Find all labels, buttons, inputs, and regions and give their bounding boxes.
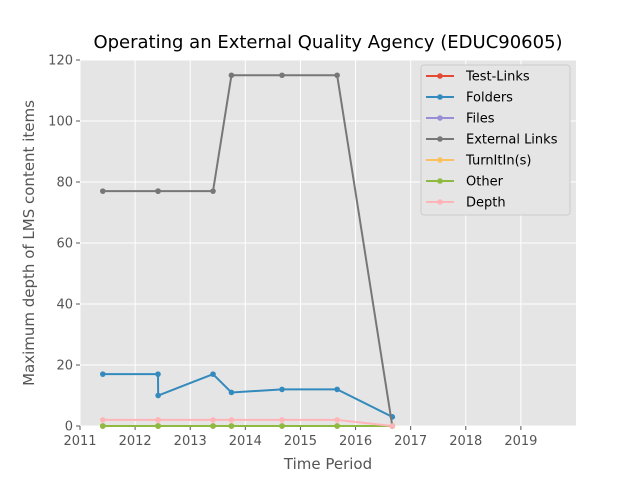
data-point [228,417,235,423]
data-point [279,417,285,423]
legend-swatch-marker [437,136,443,142]
legend-swatch-marker [437,157,443,163]
x-tick-label: 2017 [394,434,427,449]
legend-item: External Links [426,133,558,148]
data-point [334,423,340,429]
y-tick-label: 100 [48,115,73,130]
data-point [155,371,161,377]
series-depth [99,417,396,429]
data-point [155,392,161,399]
legend-swatch-marker [437,199,443,205]
data-point [99,371,106,377]
legend-item: Other [426,175,504,190]
data-point [210,423,216,429]
x-tick-label: 2014 [229,434,262,449]
legend-item: Files [426,112,495,127]
y-axis-label: Maximum depth of LMS content items [20,100,38,386]
legend-label: TurnItIn(s) [465,154,531,169]
legend-box [420,64,571,216]
legend-swatch-marker [437,178,443,184]
data-point [334,72,340,79]
legend-label: Folders [466,91,513,106]
x-axis-ticks: 2011 2012 2013 2014 2015 2016 2017 2018 2019 [63,426,537,449]
y-axis-ticks: 0 20 40 60 80 100 120 [48,54,80,435]
x-tick-label: 2013 [174,434,207,449]
data-point [210,371,216,377]
x-tick-label: 2012 [119,434,152,449]
legend-swatch-marker [437,94,443,100]
x-tick-label: 2019 [504,434,537,449]
y-tick-label: 60 [56,237,73,252]
x-tick-label: 2016 [339,434,372,449]
x-axis-label: Time Period [283,455,372,473]
series-lines [99,72,396,429]
y-tick-label: 120 [48,54,73,69]
data-point [279,386,285,393]
series-line [102,372,393,418]
y-tick-label: 20 [56,359,73,374]
legend-item: TurnItIn(s) [426,154,531,169]
data-point [155,423,161,429]
x-tick-label: 2015 [284,434,317,449]
legend-label: Files [466,112,495,127]
legend-label: Depth [466,196,506,211]
series-folders [99,371,396,420]
data-point [334,417,340,423]
y-tick-label: 80 [56,176,73,191]
y-tick-label: 0 [65,420,73,435]
data-point [99,423,106,429]
data-point [210,188,216,194]
data-point [99,188,106,194]
data-point [279,72,285,79]
legend: Test-Links Folders Files External Links Turn… [420,64,571,216]
legend-item: Depth [426,196,506,211]
data-point [389,423,396,429]
legend-item: Folders [426,91,513,106]
y-tick-label: 40 [56,298,73,313]
data-point [210,417,216,423]
data-point [334,386,340,393]
x-tick-label: 2018 [449,434,482,449]
chart-title: Operating an External Quality Agency (ED… [93,32,562,53]
legend-item: Test-Links [426,70,530,85]
legend-label: Test-Links [465,70,530,85]
legend-swatch-marker [437,115,443,121]
data-point [228,389,235,396]
legend-label: External Links [466,133,558,148]
data-point [228,72,235,79]
data-point [279,423,285,429]
data-point [155,188,161,194]
data-point [155,417,161,423]
data-point [99,417,106,423]
data-point [228,423,235,429]
legend-label: Other [466,175,504,190]
legend-swatch-marker [437,73,443,79]
x-tick-label: 2011 [63,434,96,449]
